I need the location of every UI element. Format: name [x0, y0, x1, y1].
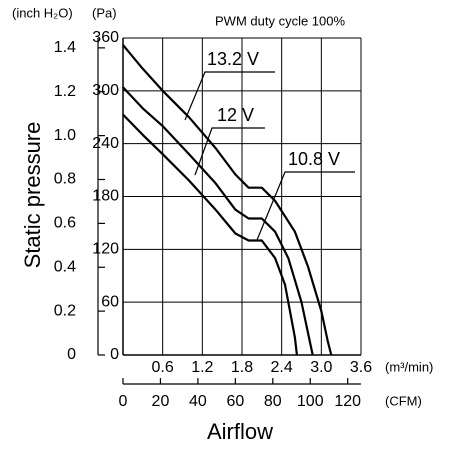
curve — [122, 86, 314, 356]
y-tick-label: 360 — [92, 29, 119, 46]
x-tick-label: 3.0 — [310, 359, 332, 376]
y2-tick-label: 0.2 — [54, 302, 76, 319]
leader-line — [194, 127, 265, 176]
x-unit: (m³/min) — [385, 359, 433, 374]
y2-tick-label: 1.4 — [54, 39, 76, 56]
y-axis-title: Static pressure — [20, 122, 45, 269]
x2-tick-label: 0 — [119, 393, 128, 410]
x2-tick-label: 20 — [152, 393, 170, 410]
y-tick-label: 180 — [92, 188, 119, 205]
x-tick-label: 1.8 — [231, 359, 253, 376]
y-tick-label: 300 — [92, 82, 119, 99]
leader-line — [256, 171, 355, 241]
y2-unit: (inch H₂O) — [12, 5, 73, 20]
y2-tick-label: 0.8 — [54, 171, 76, 188]
y-tick-label: 60 — [101, 293, 119, 310]
x-tick-label: 3.6 — [350, 359, 372, 376]
x-tick-label: 2.4 — [271, 359, 293, 376]
curve — [122, 44, 333, 356]
x2-tick-label: 120 — [334, 393, 361, 410]
curve-label: 12 V — [217, 105, 254, 125]
x2-tick-label: 80 — [264, 393, 282, 410]
x-tick-label: 0.6 — [152, 359, 174, 376]
leader-line — [184, 71, 275, 121]
y2-tick-label: 0.6 — [54, 215, 76, 232]
x-axis-title: Airflow — [207, 419, 273, 444]
y2-tick-label: 1.2 — [54, 83, 76, 100]
x2-unit: (CFM) — [385, 393, 422, 408]
y2-tick-label: 0.4 — [54, 258, 76, 275]
x2-tick-label: 100 — [297, 393, 324, 410]
y-tick-label: 240 — [92, 135, 119, 152]
x2-tick-label: 40 — [189, 393, 207, 410]
x2-tick-label: 60 — [226, 393, 244, 410]
curve — [122, 113, 298, 356]
y-tick-label: 120 — [92, 241, 119, 258]
y-tick-label: 0 — [110, 346, 119, 363]
x-tick-label: 1.2 — [191, 359, 213, 376]
y2-tick-label: 0 — [67, 346, 76, 363]
y2-tick-label: 1.0 — [54, 127, 76, 144]
chart-title: PWM duty cycle 100% — [215, 13, 345, 28]
curve-label: 13.2 V — [207, 49, 259, 69]
curve-label: 10.8 V — [288, 149, 340, 169]
y-unit: (Pa) — [92, 5, 117, 20]
